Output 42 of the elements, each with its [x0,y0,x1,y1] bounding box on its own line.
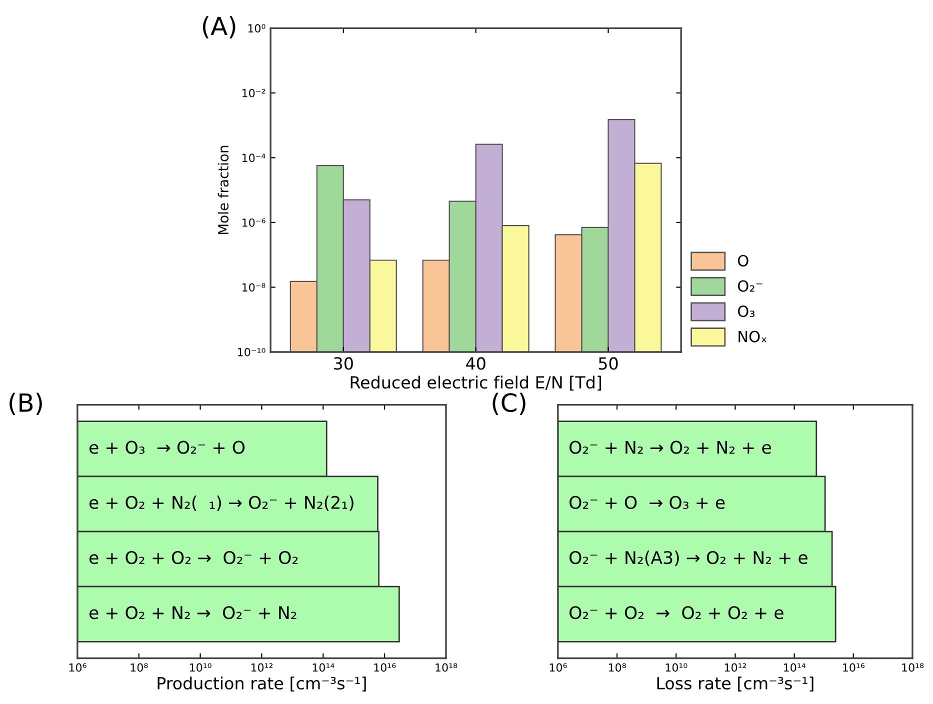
category-label: O₂⁻ + N₂(A3) → O₂ + N₂ + e [570,550,808,566]
chart-title: (B) [10,392,42,415]
x-tick-label: 10¹² [251,663,273,672]
x-tick-label: 10⁶ [69,663,86,672]
y-axis-title: Mole fraction [218,146,229,234]
y-tick-label: 10⁻⁸ [242,283,266,292]
legend-label: O [738,254,748,267]
category-label: e + O₃ → O₂⁻ + O [89,440,245,454]
y-tick-label: 10⁻² [242,88,266,98]
x-axis-title: Production rate [cm⁻³s⁻¹] [158,676,366,692]
legend-label: O₃ [738,306,755,318]
category-label: O₂⁻ + O → O₃ + e [570,496,725,510]
x-tick-label: 10¹² [724,663,746,672]
x-tick-label: 10¹⁶ [374,663,396,672]
x-tick-label: 30 [334,357,353,370]
category-label: e + O₂ + N₂ → O₂⁻ + N₂ [89,606,296,620]
x-tick-label: 10⁶ [550,663,567,672]
y-tick-label: 10⁻⁴ [242,154,266,162]
x-tick-label: 40 [466,357,486,370]
category-label: O₂⁻ + N₂ → O₂ + N₂ + e [570,440,771,454]
legend-label: NOₓ [738,330,767,342]
y-tick-label: 10⁻¹⁰ [238,348,266,356]
x-tick-label: 10¹⁸ [436,663,458,672]
x-tick-label: 10¹⁰ [190,663,212,672]
chart-title: (C) [492,392,526,415]
x-axis-title: Loss rate [cm⁻³s⁻¹] [657,676,814,692]
x-axis-title: Reduced electric field E/N [Td] [350,376,602,391]
x-tick-label: 10¹⁴ [784,663,806,672]
x-tick-label: 10¹⁰ [666,663,688,672]
chart-title: (A) [202,16,236,38]
legend-label: O₂⁻ [738,280,762,292]
category-label: e + O₂ + O₂ → O₂⁻ + O₂ [89,550,298,564]
x-tick-label: 10¹⁶ [843,663,865,672]
y-tick-label: 10⁻⁶ [242,218,266,227]
category-label: e + O₂ + N₂( ₁) → O₂⁻ + N₂(2₁) [89,496,354,512]
x-tick-label: 50 [598,357,618,370]
x-tick-label: 10⁸ [130,663,148,672]
x-tick-label: 10¹⁴ [312,663,334,672]
x-tick-label: 10¹⁸ [902,663,924,672]
category-label: O₂⁻ + O₂ → O₂ + O₂ + e [570,606,784,620]
y-tick-label: 10⁰ [248,24,266,33]
x-tick-label: 10⁸ [608,663,626,672]
